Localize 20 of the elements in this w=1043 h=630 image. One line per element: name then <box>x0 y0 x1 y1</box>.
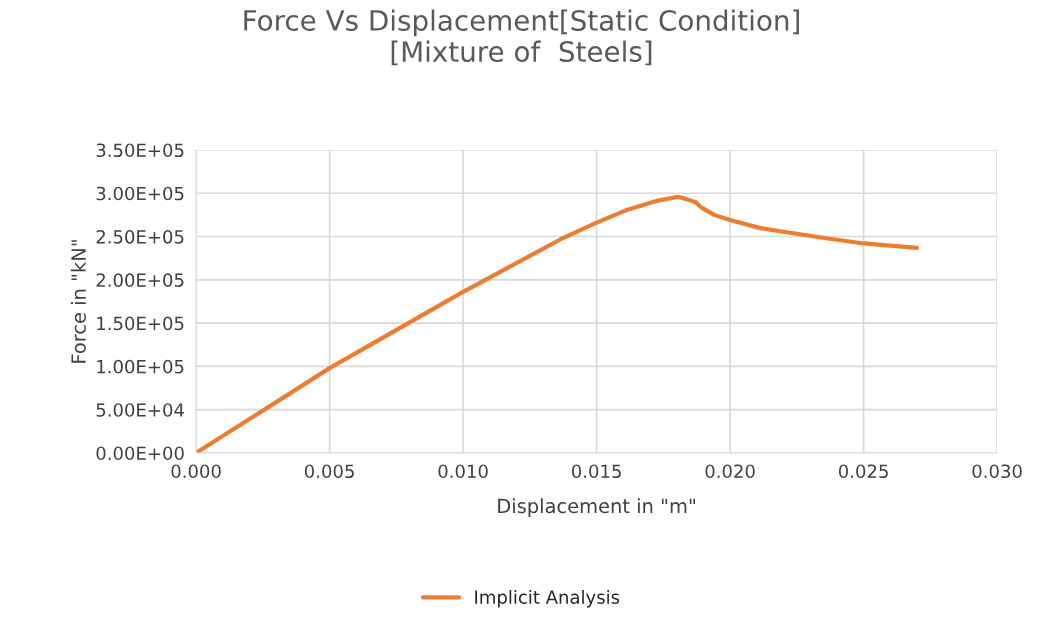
y-tick-label: 2.50E+05 <box>96 229 184 244</box>
x-tick-label: 0.000 <box>171 464 221 479</box>
y-tick-label: 5.00E+04 <box>96 403 184 417</box>
x-tick-label: 0.015 <box>571 464 621 479</box>
y-tick-label: 0.00E+00 <box>96 446 184 461</box>
y-tick-label: 3.00E+05 <box>96 186 184 201</box>
y-tick-label: 2.00E+05 <box>96 273 184 287</box>
x-tick-label: 0.010 <box>438 464 488 479</box>
y-tick-label: 3.50E+05 <box>96 143 184 158</box>
y-tick-label: 1.00E+05 <box>97 359 184 374</box>
x-tick-label: 0.005 <box>304 464 354 479</box>
x-tick-label: 0.020 <box>705 464 755 479</box>
x-tick-label: 0.030 <box>972 464 1022 479</box>
y-tick-label: 1.50E+05 <box>97 316 184 331</box>
x-tick-label: 0.025 <box>838 464 888 479</box>
x-axis-title: Displacement in "m" <box>498 498 696 518</box>
legend-label: Implicit Analysis <box>475 589 620 608</box>
line-series <box>196 194 920 453</box>
chart-title: Force Vs Displacement[Static Condition] [Mixture of Steels] <box>244 9 799 66</box>
y-axis-title: Force in "kN" <box>70 240 86 363</box>
